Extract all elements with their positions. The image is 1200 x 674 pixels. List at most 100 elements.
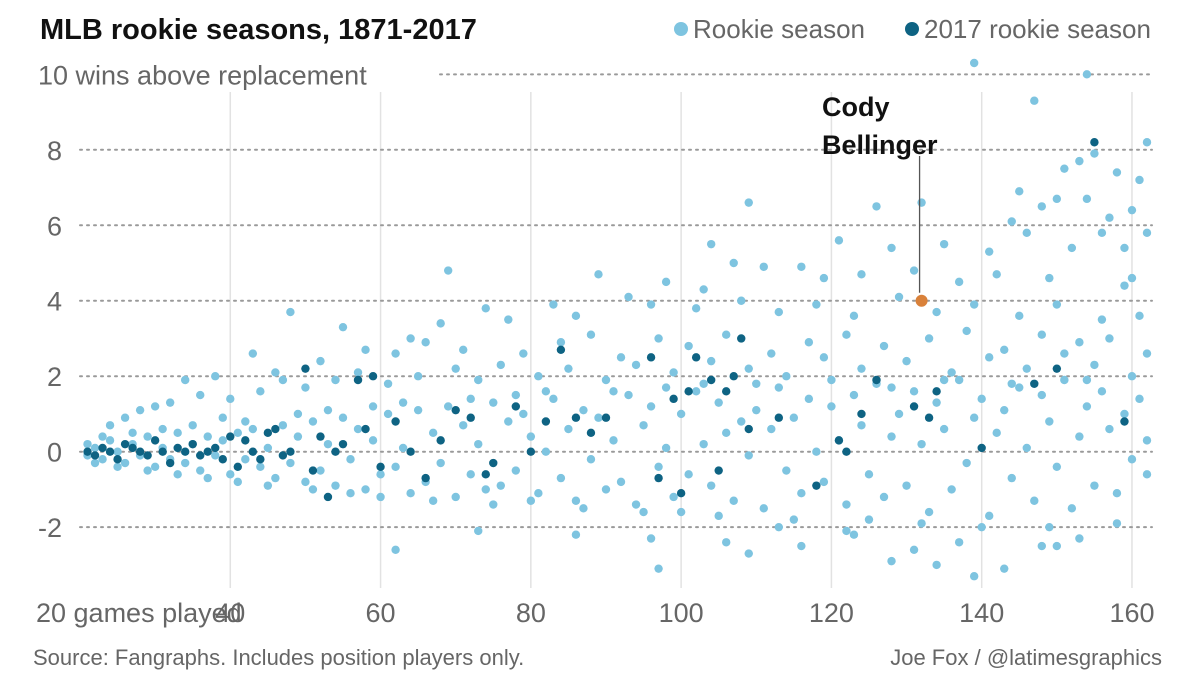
data-point (932, 560, 941, 570)
data-point (819, 477, 829, 487)
data-point (1120, 417, 1129, 426)
data-point (293, 409, 303, 419)
data-point (691, 387, 701, 396)
data-point (496, 481, 505, 490)
data-point (624, 390, 633, 400)
data-point (1082, 402, 1092, 411)
data-point (211, 372, 220, 381)
data-point (474, 439, 483, 449)
y-tick-label: 6 (47, 211, 62, 241)
data-point (774, 307, 784, 317)
data-point (165, 458, 175, 468)
data-point (939, 239, 949, 249)
data-point (1127, 455, 1137, 464)
data-point (413, 405, 423, 415)
data-point (90, 443, 100, 453)
data-point (150, 462, 160, 471)
data-point (571, 496, 581, 505)
data-point (263, 481, 273, 490)
data-point (1112, 489, 1122, 498)
data-points (83, 58, 1152, 581)
data-point (646, 300, 656, 309)
data-point (819, 353, 829, 362)
data-point (451, 364, 460, 373)
data-point (985, 247, 994, 256)
data-point (105, 421, 115, 430)
data-point (804, 394, 814, 404)
data-point (1112, 168, 1122, 177)
data-point (1120, 409, 1129, 419)
data-point (947, 368, 956, 377)
data-point (977, 522, 986, 532)
data-point (842, 447, 851, 456)
x-tick-label: 100 (659, 598, 704, 628)
data-point (1105, 424, 1114, 434)
legend-label-2017: 2017 rookie season (924, 14, 1151, 44)
x-tick-label: 60 (366, 598, 396, 628)
data-point (353, 375, 363, 385)
annotation-label: Bellinger (822, 130, 938, 160)
data-point (571, 311, 581, 321)
data-point (1135, 175, 1144, 185)
data-point (150, 402, 160, 411)
y-tick-label: 10 wins above replacement (38, 60, 367, 90)
data-point (376, 470, 385, 479)
data-point (218, 436, 227, 445)
data-point (496, 360, 505, 370)
data-point (519, 409, 528, 419)
data-point (774, 522, 784, 532)
data-point (481, 485, 490, 494)
data-point (684, 387, 693, 396)
data-point (1082, 194, 1092, 204)
data-point (1022, 228, 1031, 238)
data-point (909, 387, 919, 396)
data-point (887, 383, 896, 392)
data-point (887, 243, 896, 253)
data-point (954, 277, 964, 287)
data-point (1045, 273, 1054, 283)
data-point (406, 447, 415, 456)
data-point (579, 504, 588, 513)
data-point (909, 266, 919, 275)
data-point (1142, 349, 1152, 358)
x-tick-label: 140 (959, 598, 1004, 628)
data-point (616, 353, 626, 362)
data-point (376, 492, 385, 502)
data-point (1127, 205, 1137, 215)
data-point (1142, 436, 1152, 445)
data-point (722, 387, 731, 396)
data-point (541, 447, 551, 456)
data-point (1142, 138, 1152, 147)
data-point (842, 330, 851, 339)
data-point (1142, 228, 1152, 238)
data-point (180, 375, 190, 385)
data-point (744, 364, 753, 373)
data-point (286, 458, 295, 468)
data-point (308, 485, 318, 494)
data-point (526, 447, 536, 456)
data-point (654, 564, 663, 573)
data-point (383, 409, 393, 419)
legend-label-rookie: Rookie season (693, 14, 865, 44)
data-point (661, 277, 671, 287)
data-point (308, 417, 318, 426)
data-point (1090, 138, 1099, 147)
data-point (804, 338, 814, 347)
data-point (489, 398, 498, 407)
data-point (654, 334, 663, 343)
data-point (1052, 541, 1062, 551)
data-point (887, 432, 896, 441)
data-point (203, 432, 212, 441)
data-point (211, 451, 220, 460)
data-point (879, 341, 889, 351)
data-point (504, 417, 513, 426)
data-point (654, 462, 663, 471)
data-point (1090, 149, 1099, 158)
data-point (872, 375, 881, 385)
data-point (1000, 345, 1009, 355)
data-point (256, 387, 265, 396)
data-point (932, 398, 941, 407)
data-point (421, 338, 430, 347)
data-point (654, 473, 663, 483)
data-point (474, 375, 483, 385)
